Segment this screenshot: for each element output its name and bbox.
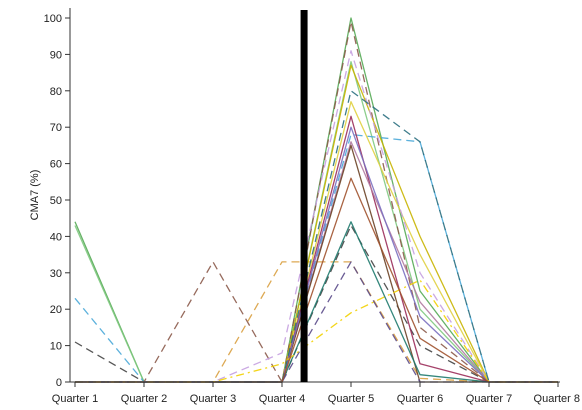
x-tick-label: Quarter 5 xyxy=(328,393,374,405)
y-tick-label: 100 xyxy=(44,13,62,25)
x-tick-label: Quarter 6 xyxy=(397,393,443,405)
x-tick-label: Quarter 7 xyxy=(466,393,512,405)
y-tick-label: 30 xyxy=(50,268,62,280)
y-tick-label: 10 xyxy=(50,341,62,353)
y-tick-label: 40 xyxy=(50,231,62,243)
x-tick-label: Quarter 4 xyxy=(259,393,305,405)
y-tick-label: 20 xyxy=(50,304,62,316)
x-tick-label: Quarter 3 xyxy=(190,393,236,405)
y-tick-label: 60 xyxy=(50,159,62,171)
y-tick-label: 0 xyxy=(56,377,62,389)
x-tick-label: Quarter 2 xyxy=(121,393,167,405)
y-axis-title: CMA7 (%) xyxy=(29,170,41,221)
series-line-16 xyxy=(75,279,558,383)
y-tick-label: 50 xyxy=(50,195,62,207)
x-tick-label: Quarter 8 xyxy=(534,393,580,405)
y-tick-label: 80 xyxy=(50,86,62,98)
series-line-5 xyxy=(75,20,558,383)
y-tick-label: 90 xyxy=(50,49,62,61)
x-ticks: Quarter 1 Quarter 2 Quarter 3 Quarter 4 Quar… xyxy=(52,382,580,405)
y-tick-label: 70 xyxy=(50,122,62,134)
y-ticks: 0 10 20 30 40 50 60 70 80 90 100 xyxy=(44,13,70,389)
plot-area xyxy=(70,8,560,382)
axes-layer xyxy=(69,8,560,383)
x-tick-label: Quarter 1 xyxy=(52,393,98,405)
